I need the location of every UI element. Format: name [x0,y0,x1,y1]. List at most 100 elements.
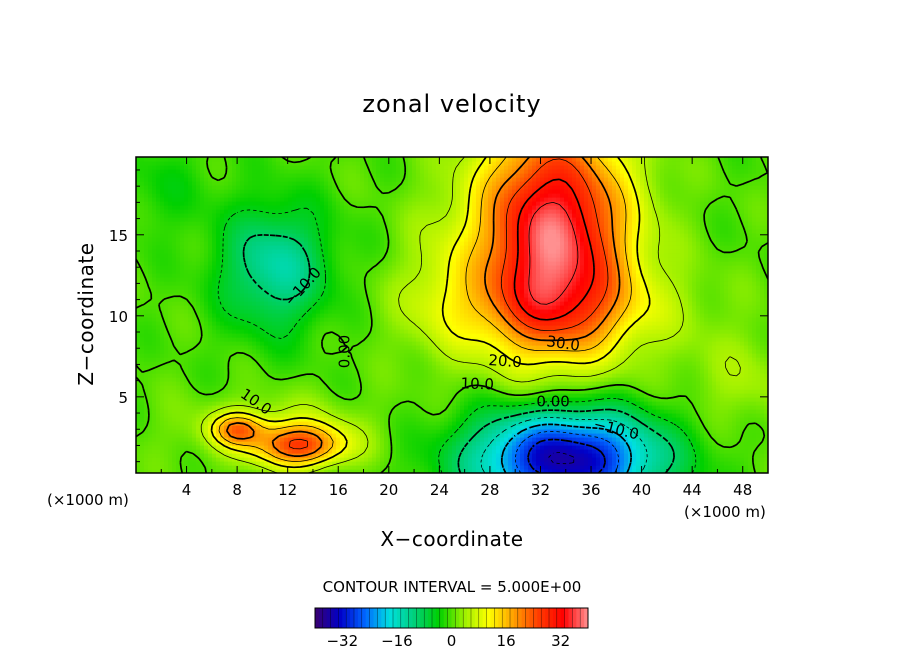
field-cell [240,397,245,402]
field-cell [644,457,649,462]
field-cell [408,345,413,350]
field-cell [760,433,765,438]
field-cell [228,377,233,382]
field-cell [140,433,145,438]
field-cell [152,421,157,426]
field-cell [480,397,485,402]
field-cell [292,381,297,386]
field-cell [540,413,545,418]
field-cell [296,357,301,362]
field-cell [492,449,497,454]
field-cell [208,429,213,434]
field-cell [188,469,193,473]
field-cell [368,357,373,362]
field-cell [376,397,381,402]
field-cell [692,453,697,458]
field-cell [312,381,317,386]
field-cell [380,397,385,402]
field-cell [268,381,273,386]
field-cell [672,393,677,398]
field-cell [712,433,717,438]
field-cell [232,433,237,438]
field-cell [220,377,225,382]
field-cell [324,425,329,430]
field-cell [424,421,429,426]
field-cell [376,369,381,374]
field-cell [612,425,617,430]
field-cell [172,397,177,402]
field-cell [308,445,313,450]
field-cell [684,425,689,430]
field-cell [624,401,629,406]
field-cell [516,425,521,430]
field-cell [492,381,497,386]
field-cell [456,369,461,374]
field-cell [428,445,433,450]
field-cell [212,381,217,386]
field-cell [672,373,677,378]
field-cell [524,345,529,350]
field-cell [176,425,181,430]
field-cell [220,437,225,442]
field-cell [228,425,233,430]
field-cell [644,413,649,418]
field-cell [140,453,145,458]
field-cell [152,369,157,374]
field-cell [484,353,489,358]
field-cell [696,465,701,470]
field-cell [208,365,213,370]
field-cell [632,397,637,402]
field-cell [380,445,385,450]
field-cell [252,457,257,462]
field-cell [548,401,553,406]
field-cell [516,453,521,458]
field-cell [716,461,721,466]
field-cell [676,409,681,414]
field-cell [296,389,301,394]
field-cell [536,389,541,394]
field-cell [252,421,257,426]
field-cell [560,433,565,438]
field-cell [748,461,753,466]
field-cell [308,429,313,434]
field-cell [384,353,389,358]
field-cell [616,381,621,386]
field-cell [380,409,385,414]
field-cell [732,453,737,458]
field-cell [396,445,401,450]
field-cell [600,389,605,394]
field-cell [484,437,489,442]
field-cell [524,433,529,438]
field-cell [496,409,501,414]
field-cell [536,425,541,430]
field-cell [452,401,457,406]
field-cell [172,441,177,446]
field-cell [272,457,277,462]
field-cell [180,409,185,414]
field-cell [556,393,561,398]
field-cell [548,425,553,430]
field-cell [288,385,293,390]
field-cell [320,417,325,422]
field-cell [172,409,177,414]
field-cell [616,469,621,473]
field-cell [448,385,453,390]
field-cell [340,365,345,370]
field-cell [648,365,653,370]
field-cell [356,429,361,434]
field-cell [452,453,457,458]
field-cell [152,425,157,430]
field-cell [588,429,593,434]
field-cell [152,345,157,350]
field-cell [396,377,401,382]
field-cell [740,453,745,458]
field-cell [600,357,605,362]
field-cell [400,377,405,382]
field-cell [596,465,601,470]
field-cell [144,469,149,473]
field-cell [680,417,685,422]
field-cell [196,385,201,390]
field-cell [172,353,177,358]
field-cell [160,449,165,454]
field-cell [684,449,689,454]
